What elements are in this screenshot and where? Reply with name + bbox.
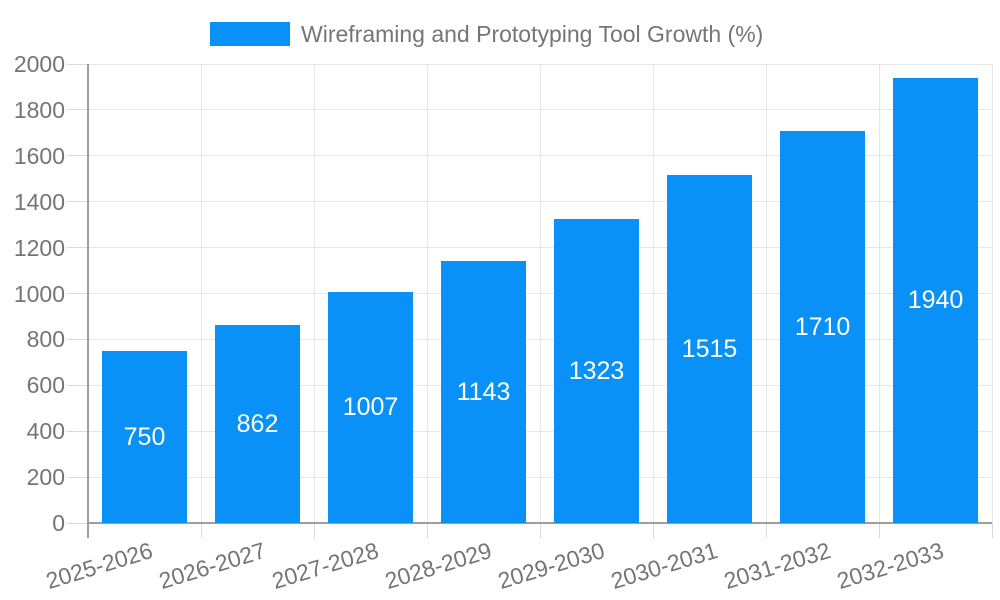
bar[interactable] — [441, 260, 526, 523]
x-gridline — [652, 64, 654, 523]
x-tick-mark — [652, 523, 654, 538]
y-axis-tick-label: 1000 — [13, 280, 65, 307]
bar-value-label: 862 — [236, 410, 279, 439]
y-tick-mark — [67, 201, 88, 203]
y-tick-mark — [67, 476, 88, 478]
x-axis-line — [88, 522, 992, 524]
x-tick-mark — [200, 523, 202, 538]
bar[interactable] — [667, 175, 752, 523]
bar[interactable] — [893, 77, 978, 523]
y-tick-mark — [67, 522, 88, 524]
x-axis-tick-label: 2030-2031 — [607, 537, 721, 595]
y-axis-tick-label: 1200 — [13, 234, 65, 261]
x-tick-mark — [539, 523, 541, 538]
x-axis-tick-label: 2025-2026 — [42, 537, 156, 595]
y-tick-mark — [67, 338, 88, 340]
y-tick-mark — [67, 155, 88, 157]
y-axis-tick-label: 1800 — [13, 96, 65, 123]
x-gridline — [878, 64, 880, 523]
x-gridline — [426, 64, 428, 523]
y-axis-tick-label: 400 — [26, 418, 65, 445]
x-tick-mark — [991, 523, 993, 538]
y-tick-mark — [67, 430, 88, 432]
x-axis-tick-label: 2032-2033 — [833, 537, 947, 595]
legend-swatch — [210, 22, 290, 46]
x-gridline — [200, 64, 202, 523]
bar[interactable] — [102, 350, 187, 523]
y-axis-line — [87, 64, 89, 538]
y-axis-tick-label: 800 — [26, 326, 65, 353]
x-tick-mark — [878, 523, 880, 538]
y-axis-tick-label: 1600 — [13, 142, 65, 169]
x-tick-mark — [765, 523, 767, 538]
x-axis-tick-label: 2028-2029 — [381, 537, 495, 595]
bar-value-label: 1515 — [681, 335, 738, 364]
bar-value-label: 1710 — [794, 312, 851, 341]
y-axis-tick-label: 1400 — [13, 188, 65, 215]
bar-value-label: 1007 — [342, 393, 399, 422]
y-axis-tick-label: 0 — [52, 510, 65, 536]
legend-label: Wireframing and Prototyping Tool Growth … — [301, 21, 764, 47]
y-tick-mark — [67, 384, 88, 386]
bar-value-label: 1940 — [907, 286, 964, 315]
bar-value-label: 1323 — [568, 357, 625, 386]
bar-value-label: 1143 — [456, 377, 511, 406]
x-gridline — [313, 64, 315, 523]
y-axis-tick-label: 2000 — [13, 51, 65, 77]
x-axis-tick-label: 2027-2028 — [268, 537, 382, 595]
y-axis-tick-label: 200 — [26, 464, 65, 491]
x-axis-tick-label: 2031-2032 — [720, 537, 834, 595]
x-tick-mark — [313, 523, 315, 538]
y-tick-mark — [67, 293, 88, 294]
y-tick-mark — [67, 109, 88, 111]
x-gridline — [539, 64, 541, 523]
bar[interactable] — [215, 325, 300, 523]
bar[interactable] — [780, 130, 865, 523]
bar-value-label: 750 — [123, 422, 166, 451]
x-axis-tick-label: 2026-2027 — [155, 537, 269, 595]
bar[interactable] — [554, 219, 639, 523]
x-tick-mark — [426, 523, 428, 538]
y-tick-mark — [67, 63, 88, 65]
bar[interactable] — [328, 291, 413, 523]
y-tick-mark — [67, 247, 88, 249]
x-gridline — [765, 64, 767, 523]
x-axis-tick-label: 2029-2030 — [494, 537, 608, 595]
y-axis-tick-label: 600 — [26, 372, 65, 399]
x-gridline — [991, 64, 993, 523]
